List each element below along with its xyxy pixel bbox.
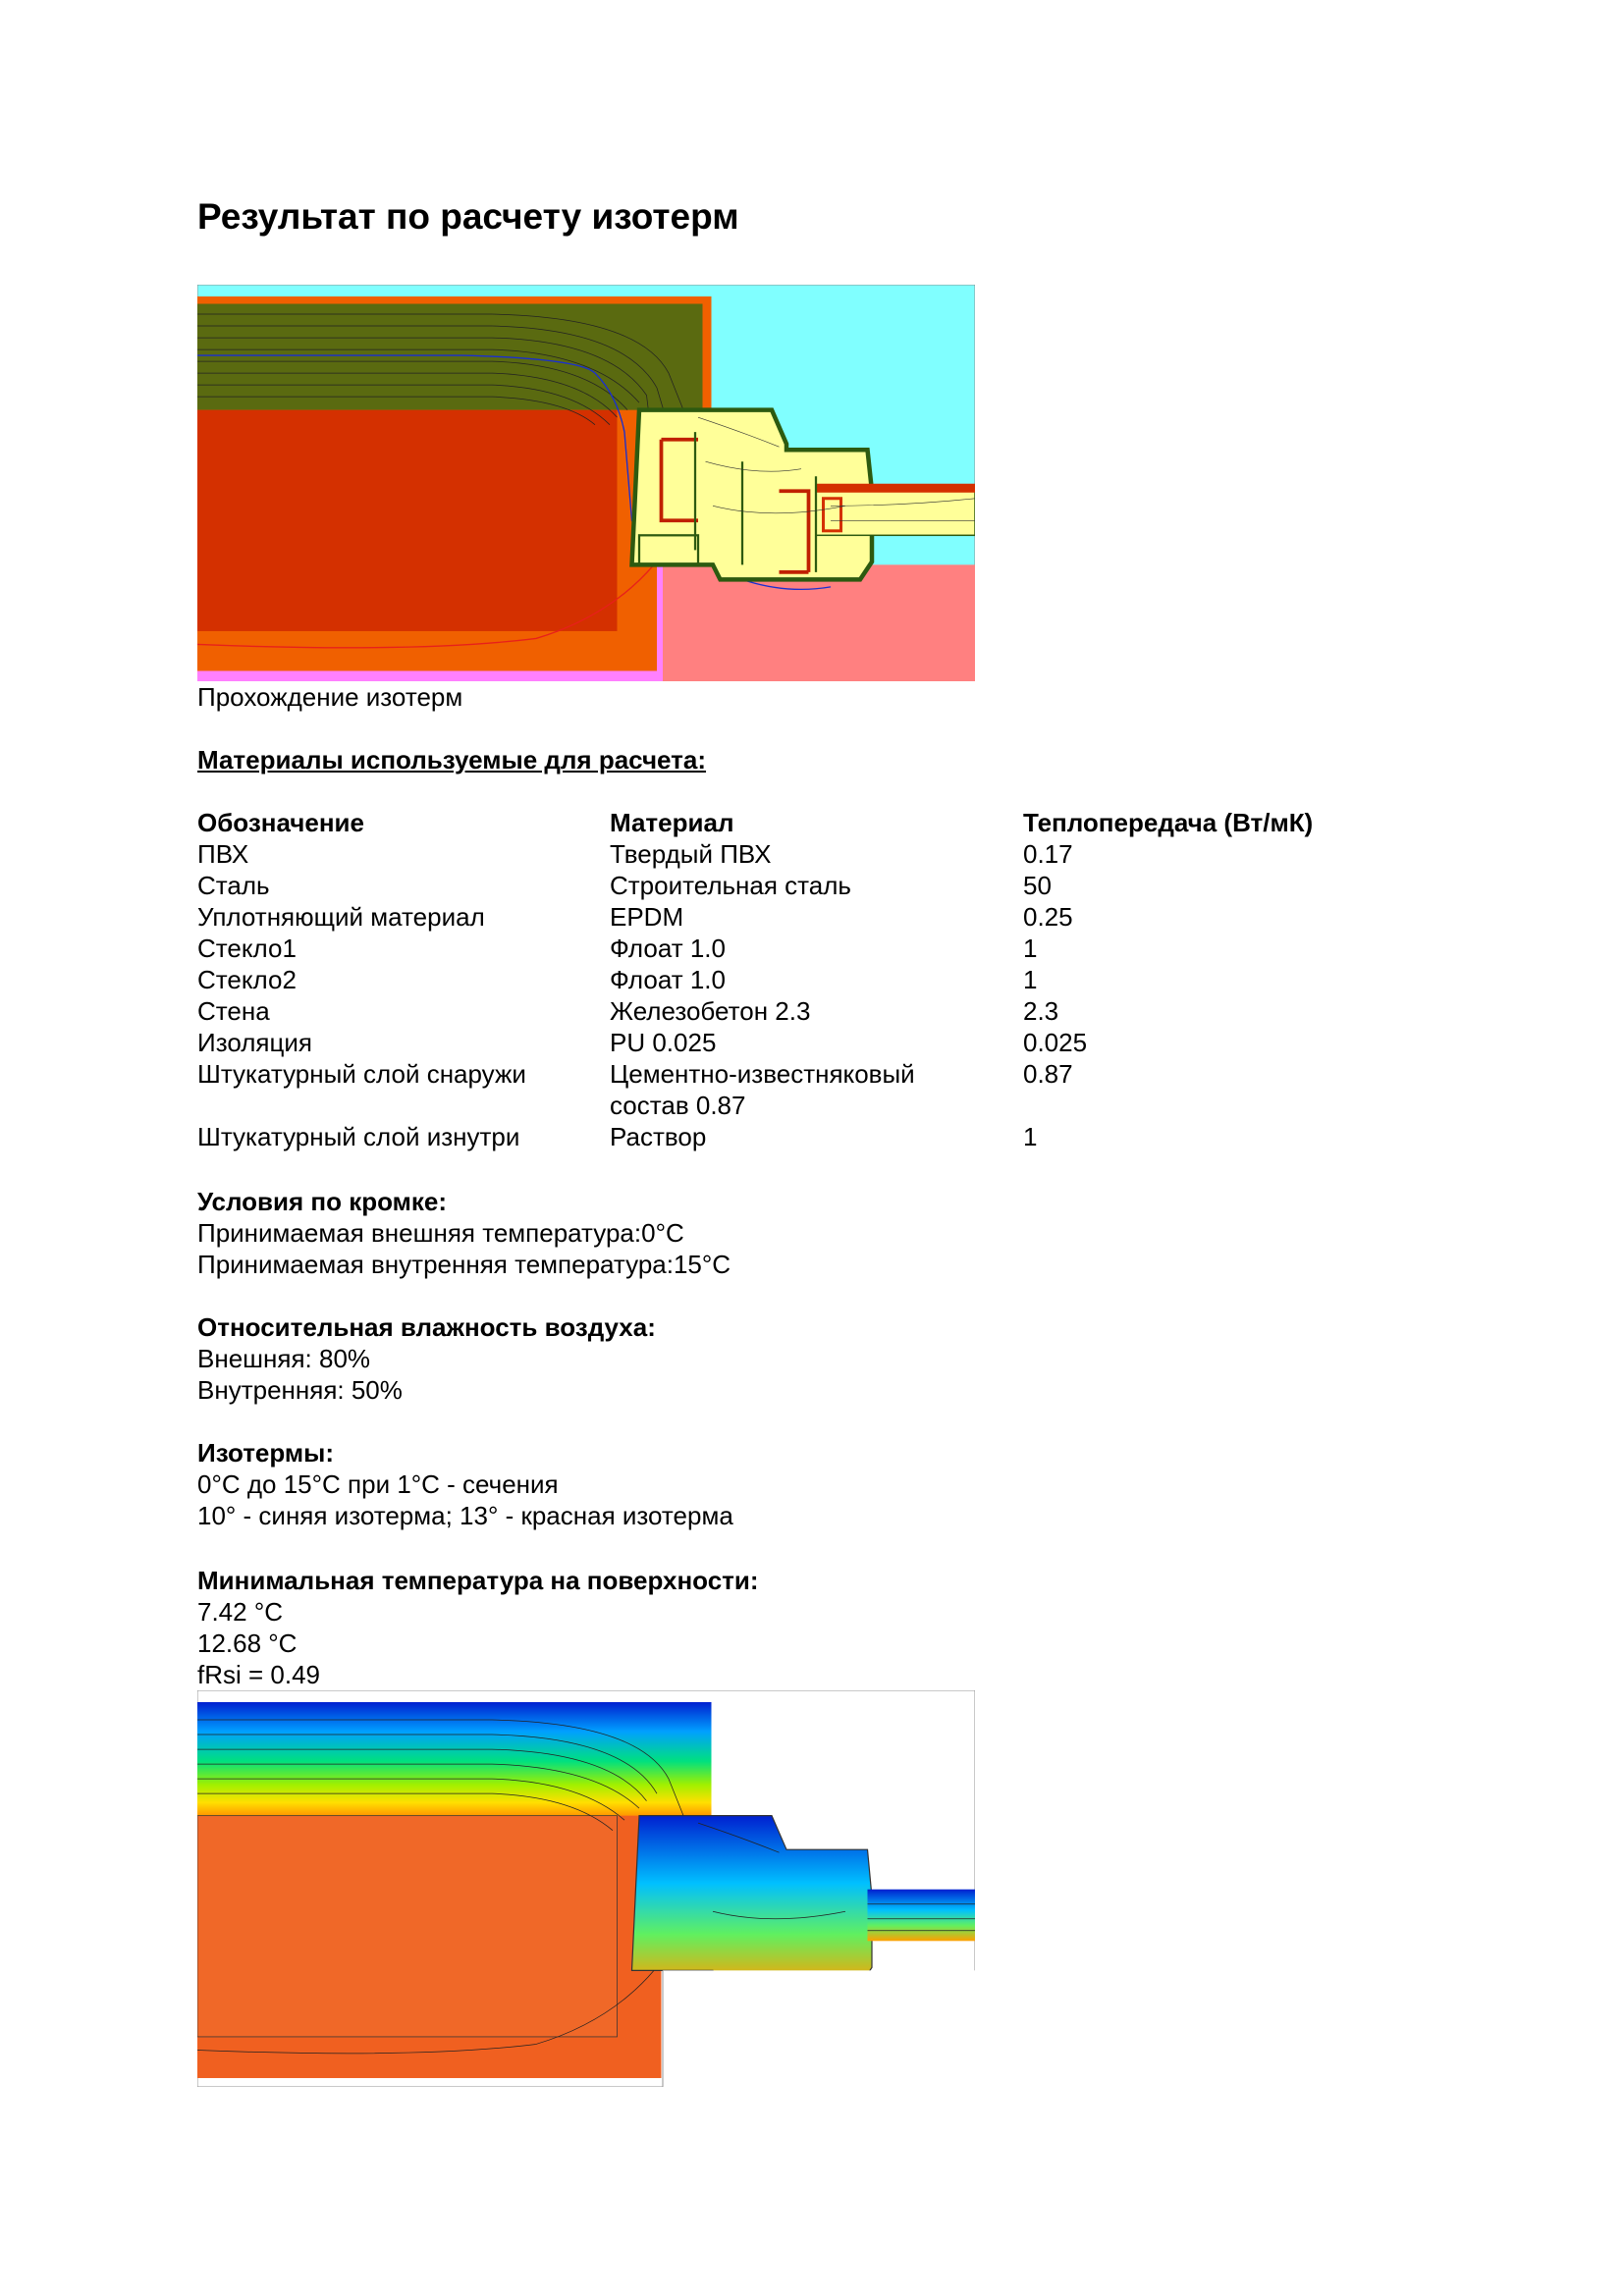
cell: Изоляция [197, 1028, 312, 1057]
cell: 0.17 [1023, 839, 1073, 869]
cell: 1 [1023, 934, 1038, 963]
figure-caption: Прохождение изотерм [197, 682, 463, 712]
temperature-field-figure [196, 1689, 976, 2088]
table-header-row: Обозначение Материал Теплопередача (Вт/м… [197, 807, 1313, 838]
column-header: Материал [610, 808, 734, 837]
isotherms-line: 10° - синяя изотерма; 13° - красная изот… [197, 1501, 733, 1530]
min-temp-heading: Минимальная температура на поверхности: [197, 1566, 759, 1595]
isotherms-section: Изотермы: 0°C до 15°C при 1°C - сечения … [197, 1437, 733, 1531]
boundary-line: Принимаемая внутренняя температура:15°C [197, 1250, 731, 1279]
cell: 2.3 [1023, 996, 1059, 1026]
materials-table: Обозначение Материал Теплопередача (Вт/м… [197, 807, 1313, 1152]
cell: Штукатурный слой снаружи [197, 1059, 526, 1089]
table-row: Штукатурный слой изнутри Раствор 1 [197, 1121, 1313, 1152]
humidity-heading: Относительная влажность воздуха: [197, 1312, 656, 1342]
isotherms-line: 0°C до 15°C при 1°C - сечения [197, 1469, 559, 1499]
cell: Уплотняющий материал [197, 902, 485, 932]
table-row: Штукатурный слой снаружи Цементно-известн… [197, 1058, 1313, 1121]
cell: Раствор [610, 1122, 707, 1151]
cell: Стена [197, 996, 270, 1026]
column-header: Теплопередача (Вт/мК) [1023, 808, 1314, 837]
cell: 1 [1023, 1122, 1038, 1151]
cell: Строительная сталь [610, 871, 851, 900]
humidity-line: Внешняя: 80% [197, 1344, 371, 1373]
boundary-section: Условия по кромке: Принимаемая внешняя т… [197, 1186, 731, 1280]
table-row: Изоляция PU 0.025 0.025 [197, 1027, 1313, 1058]
cell: Твердый ПВХ [610, 839, 772, 869]
table-row: Уплотняющий материал EPDM 0.25 [197, 901, 1313, 933]
boundary-line: Принимаемая внешняя температура:0°C [197, 1218, 684, 1248]
column-header: Обозначение [197, 808, 364, 837]
cell: 1 [1023, 965, 1038, 994]
table-row: Стекло1 Флоат 1.0 1 [197, 933, 1313, 964]
cell: Стекло1 [197, 934, 297, 963]
cell: 50 [1023, 871, 1052, 900]
table-row: Стекло2 Флоат 1.0 1 [197, 964, 1313, 995]
cell: 0.87 [1023, 1059, 1073, 1089]
cell: Стекло2 [197, 965, 297, 994]
min-temp-value: 7.42 °C [197, 1597, 284, 1627]
table-row: Сталь Строительная сталь 50 [197, 870, 1313, 901]
cell: EPDM [610, 902, 684, 932]
cell: Флоат 1.0 [610, 934, 726, 963]
materials-heading: Материалы используемые для расчета: [197, 745, 707, 774]
cell: 0.025 [1023, 1028, 1088, 1057]
cell: ПВХ [197, 839, 249, 869]
cell: Железобетон 2.3 [610, 996, 811, 1026]
table-row: Стена Железобетон 2.3 2.3 [197, 995, 1313, 1027]
cell: PU 0.025 [610, 1028, 717, 1057]
table-row: ПВХ Твердый ПВХ 0.17 [197, 838, 1313, 870]
boundary-heading: Условия по кромке: [197, 1187, 448, 1216]
cell: Флоат 1.0 [610, 965, 726, 994]
humidity-line: Внутренняя: 50% [197, 1375, 403, 1405]
min-temp-section: Минимальная температура на поверхности: … [197, 1565, 759, 1690]
page-title: Результат по расчету изотерм [197, 196, 739, 237]
isotherms-heading: Изотермы: [197, 1438, 335, 1468]
isotherm-material-figure [196, 284, 976, 682]
cell: 0.25 [1023, 902, 1073, 932]
cell: Сталь [197, 871, 270, 900]
frsi-value: fRsi = 0.49 [197, 1660, 321, 1689]
cell: Штукатурный слой изнутри [197, 1122, 520, 1151]
cell: Цементно-известняковый состав 0.87 [610, 1059, 915, 1120]
humidity-section: Относительная влажность воздуха: Внешняя… [197, 1311, 656, 1406]
min-temp-value: 12.68 °C [197, 1629, 298, 1658]
